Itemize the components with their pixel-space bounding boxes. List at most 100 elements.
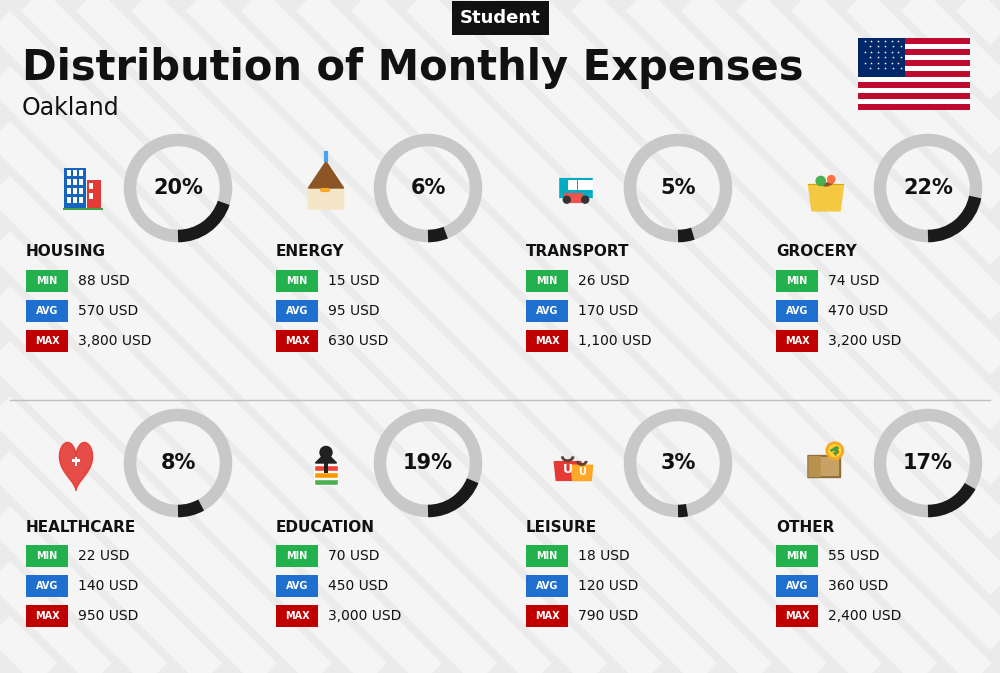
Text: 1,100 USD: 1,100 USD bbox=[578, 334, 652, 348]
Bar bbox=[276, 270, 318, 292]
FancyBboxPatch shape bbox=[559, 178, 593, 198]
Text: 18 USD: 18 USD bbox=[578, 549, 630, 563]
Text: 26 USD: 26 USD bbox=[578, 274, 630, 288]
Bar bbox=[73, 179, 77, 185]
Text: 3%: 3% bbox=[660, 453, 696, 473]
Bar bbox=[858, 71, 970, 77]
Text: MIN: MIN bbox=[36, 276, 58, 286]
Text: 3,000 USD: 3,000 USD bbox=[328, 609, 401, 623]
Text: MIN: MIN bbox=[786, 276, 808, 286]
Bar bbox=[526, 605, 568, 627]
Bar bbox=[858, 77, 970, 82]
Bar bbox=[324, 463, 328, 472]
Text: 6%: 6% bbox=[410, 178, 446, 198]
Text: 470 USD: 470 USD bbox=[828, 304, 888, 318]
Text: 140 USD: 140 USD bbox=[78, 579, 138, 593]
Bar bbox=[67, 188, 71, 194]
Bar bbox=[276, 300, 318, 322]
Text: 450 USD: 450 USD bbox=[328, 579, 388, 593]
Text: 950 USD: 950 USD bbox=[78, 609, 138, 623]
Bar bbox=[858, 66, 970, 71]
Bar bbox=[26, 605, 68, 627]
Bar bbox=[26, 300, 68, 322]
Bar bbox=[67, 179, 71, 185]
Circle shape bbox=[319, 446, 333, 459]
Bar bbox=[526, 545, 568, 567]
Bar bbox=[808, 184, 844, 185]
Text: MIN: MIN bbox=[286, 276, 308, 286]
Text: GROCERY: GROCERY bbox=[776, 244, 857, 260]
Text: AVG: AVG bbox=[786, 581, 808, 591]
Bar bbox=[858, 44, 970, 49]
Text: AVG: AVG bbox=[286, 581, 308, 591]
Bar bbox=[858, 55, 970, 60]
Bar bbox=[858, 94, 970, 99]
Circle shape bbox=[815, 176, 826, 186]
Text: 630 USD: 630 USD bbox=[328, 334, 388, 348]
Bar bbox=[79, 170, 83, 176]
Text: LEISURE: LEISURE bbox=[526, 520, 597, 534]
Bar bbox=[64, 168, 86, 208]
Bar bbox=[67, 170, 71, 176]
Bar bbox=[858, 104, 970, 110]
Bar bbox=[776, 545, 818, 567]
Text: 88 USD: 88 USD bbox=[78, 274, 130, 288]
Text: AVG: AVG bbox=[786, 306, 808, 316]
Text: MIN: MIN bbox=[786, 551, 808, 561]
Text: 2,400 USD: 2,400 USD bbox=[828, 609, 901, 623]
Bar bbox=[79, 197, 83, 203]
Bar bbox=[776, 330, 818, 352]
Text: MIN: MIN bbox=[536, 551, 558, 561]
Polygon shape bbox=[554, 462, 581, 481]
Text: AVG: AVG bbox=[36, 306, 58, 316]
Circle shape bbox=[827, 175, 836, 184]
Text: 5%: 5% bbox=[660, 178, 696, 198]
Text: OTHER: OTHER bbox=[776, 520, 834, 534]
Text: 22%: 22% bbox=[903, 178, 953, 198]
Bar bbox=[89, 193, 93, 199]
Text: U: U bbox=[563, 463, 573, 476]
Bar bbox=[75, 456, 77, 466]
Bar bbox=[858, 38, 970, 44]
Text: 790 USD: 790 USD bbox=[578, 609, 638, 623]
Bar bbox=[776, 605, 818, 627]
Bar bbox=[858, 49, 970, 55]
Text: MAX: MAX bbox=[35, 336, 59, 346]
Bar bbox=[67, 197, 71, 203]
Bar bbox=[79, 179, 83, 185]
Bar bbox=[526, 300, 568, 322]
Text: MIN: MIN bbox=[536, 276, 558, 286]
Circle shape bbox=[827, 443, 843, 458]
Bar bbox=[26, 330, 68, 352]
Bar bbox=[858, 82, 970, 88]
Bar bbox=[276, 545, 318, 567]
Text: MAX: MAX bbox=[35, 611, 59, 621]
Circle shape bbox=[581, 196, 589, 204]
Text: MAX: MAX bbox=[785, 611, 809, 621]
Bar bbox=[73, 170, 77, 176]
Text: 19%: 19% bbox=[403, 453, 453, 473]
Bar bbox=[858, 88, 970, 94]
Bar bbox=[858, 60, 970, 66]
Bar bbox=[858, 38, 905, 77]
Polygon shape bbox=[308, 167, 344, 209]
Bar bbox=[63, 208, 103, 210]
Text: 170 USD: 170 USD bbox=[578, 304, 638, 318]
Text: MAX: MAX bbox=[285, 336, 309, 346]
Bar bbox=[79, 188, 83, 194]
Text: AVG: AVG bbox=[36, 581, 58, 591]
Text: Student: Student bbox=[460, 9, 540, 27]
Text: AVG: AVG bbox=[286, 306, 308, 316]
Text: 570 USD: 570 USD bbox=[78, 304, 138, 318]
Text: 22 USD: 22 USD bbox=[78, 549, 130, 563]
Bar bbox=[72, 459, 80, 462]
Bar bbox=[526, 330, 568, 352]
Text: 120 USD: 120 USD bbox=[578, 579, 638, 593]
Text: TRANSPORT: TRANSPORT bbox=[526, 244, 630, 260]
Text: MAX: MAX bbox=[535, 336, 559, 346]
Bar bbox=[776, 300, 818, 322]
Bar bbox=[87, 180, 101, 208]
FancyBboxPatch shape bbox=[564, 193, 583, 203]
Bar bbox=[314, 479, 338, 485]
Text: MAX: MAX bbox=[285, 611, 309, 621]
